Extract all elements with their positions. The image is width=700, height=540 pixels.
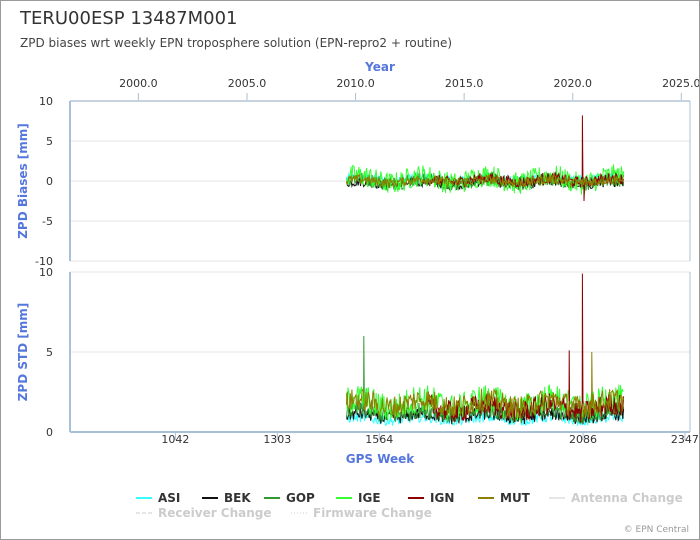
x-tick-label: 1042: [161, 433, 189, 446]
top-tick-label: 2000.0: [119, 77, 158, 90]
x-tick-label: 2347: [671, 433, 699, 446]
y-tick-label: 10: [39, 95, 53, 108]
chart-title: TERU00ESP 13487M001: [20, 8, 238, 29]
x-tick-label: 1825: [467, 433, 495, 446]
y-tick-label: -10: [35, 255, 53, 268]
y-tick-label: 0: [46, 175, 53, 188]
x-axis-title: GPS Week: [346, 452, 416, 466]
top-axis-title: Year: [364, 60, 395, 74]
y-tick-label: 5: [46, 135, 53, 148]
top-tick-label: 2010.0: [336, 77, 375, 90]
top-tick-label: 2020.0: [553, 77, 592, 90]
y-tick-label: 5: [46, 346, 53, 359]
top-tick-label: 2005.0: [228, 77, 267, 90]
legend-item-antenna-change[interactable]: Antenna Change: [571, 491, 683, 505]
y-tick-label: 10: [39, 266, 53, 279]
top-tick-label: 2025.0: [662, 77, 699, 90]
legend-item-ige[interactable]: IGE: [358, 491, 381, 505]
legend-item-gop[interactable]: GOP: [286, 491, 315, 505]
legend-item-firmware-change[interactable]: Firmware Change: [313, 506, 432, 520]
legend-item-mut[interactable]: MUT: [500, 491, 531, 505]
chart-subtitle: ZPD biases wrt weekly EPN troposphere so…: [20, 36, 453, 50]
credits-text[interactable]: © EPN Central: [623, 525, 689, 535]
y-tick-label: -5: [42, 215, 53, 228]
x-tick-label: 1303: [263, 433, 291, 446]
x-tick-label: 1564: [365, 433, 393, 446]
legend-item-receiver-change[interactable]: Receiver Change: [158, 506, 272, 520]
series-line-mut: [345, 351, 625, 419]
series-line-ign: [427, 115, 625, 202]
y-axis-label: ZPD Biases [mm]: [16, 123, 30, 239]
x-tick-label: 2086: [569, 433, 597, 446]
series-line-mut: [345, 173, 625, 188]
y-axis-label: ZPD STD [mm]: [16, 303, 30, 402]
legend-item-asi[interactable]: ASI: [158, 491, 180, 505]
legend-item-bek[interactable]: BEK: [224, 491, 251, 505]
top-tick-label: 2015.0: [445, 77, 484, 90]
y-tick-label: 0: [46, 426, 53, 439]
legend-item-ign[interactable]: IGN: [430, 491, 454, 505]
